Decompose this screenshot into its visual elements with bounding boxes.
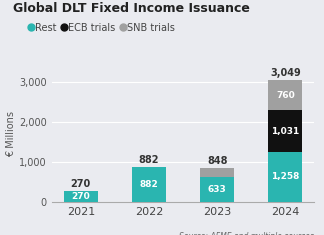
- Text: Source: AFME and multiple sources: Source: AFME and multiple sources: [179, 232, 314, 235]
- Text: Global DLT Fixed Income Issuance: Global DLT Fixed Income Issuance: [13, 2, 250, 15]
- Text: 848: 848: [207, 156, 227, 166]
- Text: 882: 882: [140, 180, 158, 189]
- Bar: [268, 110, 302, 152]
- Text: 882: 882: [139, 155, 159, 165]
- Text: 1,031: 1,031: [271, 126, 299, 136]
- Bar: [268, 80, 302, 110]
- Bar: [200, 168, 234, 177]
- Bar: [132, 167, 166, 202]
- Text: 3,049: 3,049: [270, 68, 301, 78]
- Bar: [268, 152, 302, 202]
- Text: 270: 270: [71, 192, 90, 201]
- Bar: [200, 177, 234, 202]
- Legend: Rest, ECB trials, SNB trials: Rest, ECB trials, SNB trials: [25, 19, 179, 37]
- Bar: [64, 191, 98, 202]
- Text: 760: 760: [276, 91, 295, 100]
- Text: 1,258: 1,258: [271, 172, 299, 181]
- Y-axis label: € Millions: € Millions: [6, 111, 17, 157]
- Text: 633: 633: [208, 185, 226, 194]
- Text: 270: 270: [71, 179, 91, 189]
